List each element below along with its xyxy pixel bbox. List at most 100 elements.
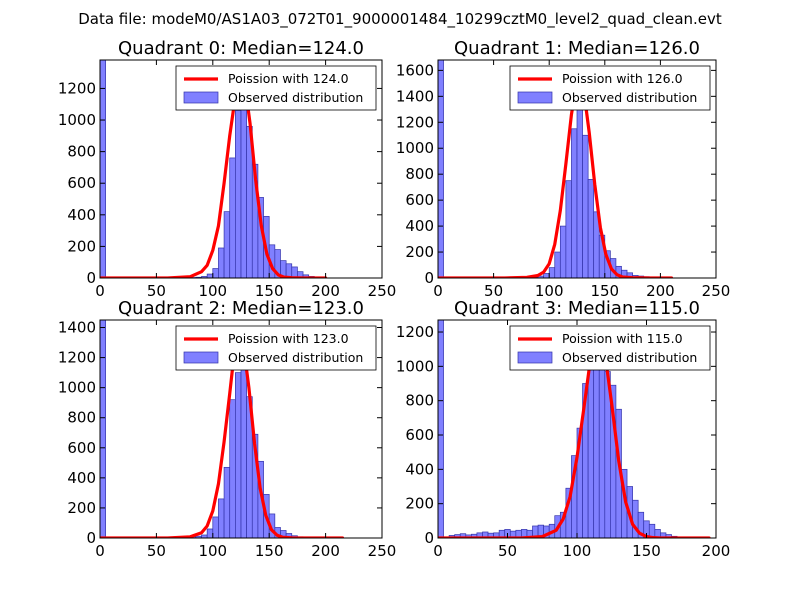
y-tick-label: 800	[67, 143, 96, 161]
y-tick-label: 200	[405, 495, 434, 513]
histogram-bar	[218, 498, 225, 538]
histogram-bar	[206, 273, 214, 278]
histogram-bar	[571, 128, 578, 278]
x-axis-ticks: 0 50 100 150 200 250	[433, 60, 730, 300]
histogram-bar	[582, 134, 589, 278]
y-tick-label: 800	[67, 409, 96, 427]
legend-label-observed: Observed distribution	[228, 90, 363, 105]
histogram-bar	[100, 320, 106, 538]
legend-label-poisson: Poission with 126.0	[562, 71, 683, 86]
x-tick-label: 50	[484, 282, 503, 300]
x-axis-ticks: 0 50 100 150 200	[433, 320, 730, 560]
y-tick-label: 600	[67, 174, 96, 192]
y-axis-ticks: 0 200 400 600 800 1000 1200 1400 1600	[396, 61, 716, 287]
x-axis-ticks: 0 50 100 150 200 250	[95, 320, 396, 560]
y-tick-label: 800	[405, 165, 434, 183]
histogram-bar	[218, 247, 225, 278]
legend-swatch-observed	[183, 91, 219, 104]
x-tick-label: 100	[563, 542, 592, 560]
x-tick-label: 0	[95, 542, 105, 560]
panel-title: Quadrant 0: Median=124.0	[118, 38, 364, 59]
x-tick-label: 150	[632, 542, 661, 560]
histogram-bar	[212, 516, 219, 538]
legend-label-observed: Observed distribution	[562, 350, 697, 365]
axes-frame	[99, 59, 383, 279]
y-tick-label: 1000	[396, 139, 434, 157]
y-tick-label: 200	[67, 237, 96, 255]
histogram-bar	[229, 399, 236, 538]
histogram-bar	[559, 225, 567, 278]
y-tick-label: 200	[405, 243, 434, 261]
y-tick-label: 1000	[58, 379, 96, 397]
y-axis-ticks: 0 200 400 600 800 1000 1200 1400	[58, 319, 382, 547]
legend-label-poisson: Poission with 124.0	[228, 71, 349, 86]
y-tick-label: 600	[67, 439, 96, 457]
histogram-bar	[438, 320, 444, 538]
legend-swatch-observed	[517, 351, 553, 364]
y-tick-label: 1400	[396, 87, 434, 105]
x-tick-label: 200	[646, 282, 675, 300]
legend-box	[175, 65, 377, 111]
histogram-bar	[438, 60, 444, 278]
y-tick-label: 1400	[58, 319, 96, 337]
y-tick-label: 1600	[396, 61, 434, 79]
histogram-bar	[598, 343, 606, 538]
x-tick-label: 200	[311, 282, 340, 300]
x-tick-label: 50	[147, 542, 166, 560]
y-tick-label: 400	[405, 460, 434, 478]
histogram-bar	[223, 211, 231, 278]
y-axis-ticks: 0 200 400 600 800 1000 1200	[58, 79, 382, 287]
histogram-bars	[100, 320, 315, 538]
histogram-bar	[235, 372, 242, 538]
y-tick-label: 0	[86, 269, 96, 287]
histogram-bar	[587, 365, 595, 538]
y-tick-label: 0	[424, 529, 434, 547]
panel-title: Quadrant 3: Median=115.0	[454, 298, 700, 319]
y-tick-label: 1200	[396, 323, 434, 341]
y-tick-label: 1200	[58, 79, 96, 97]
panel-title: Quadrant 1: Median=126.0	[454, 38, 700, 59]
x-tick-label: 0	[433, 282, 443, 300]
histogram-bar	[212, 268, 219, 278]
legend: Poission with 124.0 Observed distribution	[175, 65, 377, 111]
panel-quadrant-2: Quadrant 2: Median=123.0 0 50 100 150 200 250…	[58, 298, 397, 560]
y-tick-label: 400	[67, 469, 96, 487]
legend: Poission with 126.0 Observed distribution	[509, 65, 711, 111]
legend-label-poisson: Poission with 123.0	[228, 331, 349, 346]
histogram-bar	[235, 110, 242, 278]
histogram-bar	[100, 60, 106, 278]
histogram-bar	[543, 273, 550, 278]
panel-title: Quadrant 2: Median=123.0	[118, 298, 364, 319]
histogram-bar	[565, 180, 572, 278]
y-tick-label: 200	[67, 499, 96, 517]
histogram-bar	[229, 157, 236, 278]
legend: Poission with 115.0 Observed distribution	[509, 325, 711, 371]
panel-quadrant-3: Quadrant 3: Median=115.0 0 50 100 150 200 0 20…	[396, 298, 731, 560]
histogram-bar	[548, 267, 556, 278]
x-tick-label: 0	[433, 542, 443, 560]
y-axis-ticks: 0 200 400 600 800 1000 1200	[396, 323, 716, 547]
histogram-bar	[554, 251, 561, 278]
figure-title: Data file: modeM0/AS1A03_072T01_90000014…	[78, 10, 722, 29]
x-tick-label: 50	[498, 542, 517, 560]
x-tick-label: 150	[255, 282, 284, 300]
y-tick-label: 400	[405, 217, 434, 235]
y-tick-label: 0	[424, 269, 434, 287]
x-tick-label: 250	[702, 282, 731, 300]
y-tick-label: 1000	[396, 357, 434, 375]
x-tick-label: 200	[311, 542, 340, 560]
panel-quadrant-1: Quadrant 1: Median=126.0 0 50 100 150 200 250…	[396, 38, 731, 300]
x-tick-label: 100	[198, 282, 227, 300]
legend: Poission with 123.0 Observed distribution	[175, 325, 377, 371]
y-tick-label: 1200	[58, 349, 96, 367]
x-tick-label: 50	[147, 282, 166, 300]
legend-label-observed: Observed distribution	[562, 90, 697, 105]
panel-quadrant-0: Quadrant 0: Median=124.0 0 50 100 150 200 250…	[58, 38, 397, 300]
axes-frame	[99, 319, 383, 539]
x-tick-label: 250	[368, 282, 397, 300]
y-tick-label: 1000	[58, 111, 96, 129]
x-tick-label: 250	[368, 542, 397, 560]
y-tick-label: 400	[67, 206, 96, 224]
x-tick-label: 150	[590, 282, 619, 300]
